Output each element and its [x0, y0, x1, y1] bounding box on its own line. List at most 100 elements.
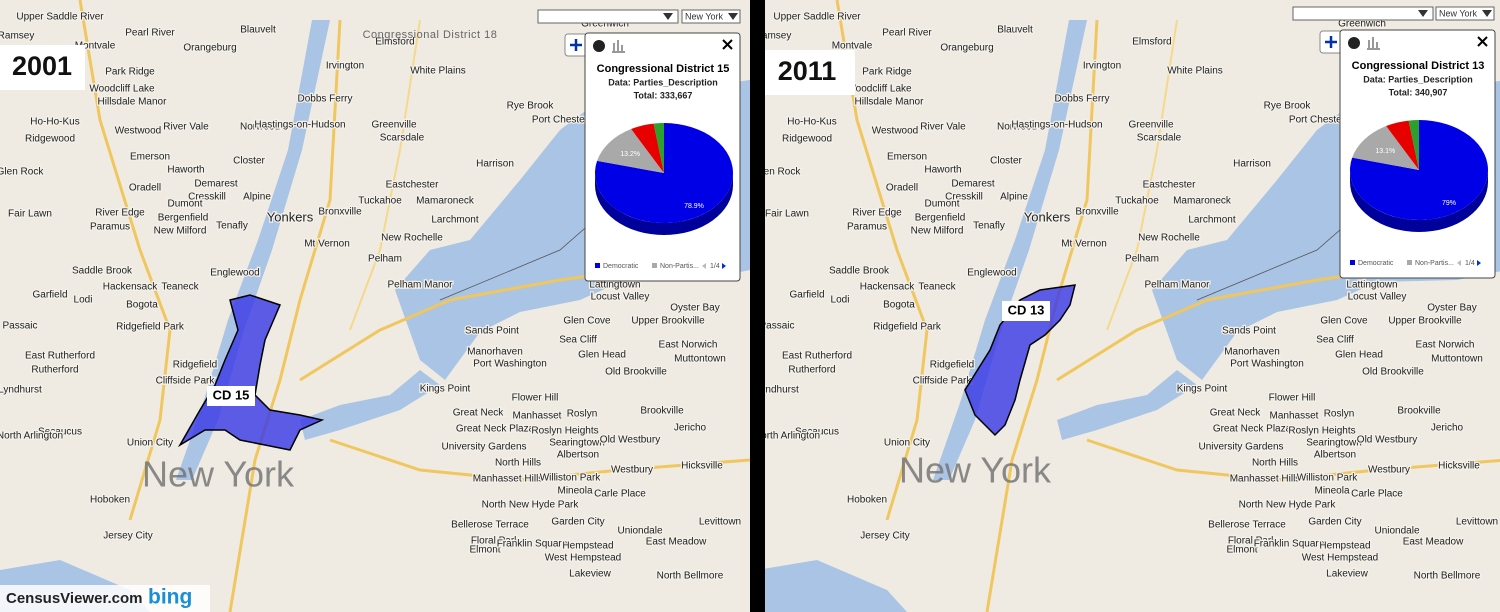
place-label: Bogota [126, 300, 158, 311]
close-icon[interactable] [1477, 36, 1488, 47]
pie-icon[interactable] [1348, 37, 1360, 49]
place-label: Ridgefield [930, 360, 974, 371]
water [176, 20, 330, 480]
place-label: Muttontown [674, 354, 726, 365]
place-label: Brookville [640, 406, 684, 417]
place-label: Muttontown [1431, 354, 1483, 365]
road [349, 19, 421, 331]
bar-icon[interactable] [1367, 37, 1380, 50]
pie-slice[interactable] [1352, 126, 1419, 170]
pie-slice[interactable] [631, 123, 664, 173]
place-label: Pearl River [882, 28, 932, 39]
dropdown-arrow [1418, 10, 1428, 17]
place-label: Elmsford [1132, 37, 1171, 48]
year-box [0, 45, 85, 90]
place-label: Haworth [167, 165, 204, 176]
place-label: Flower Hill [1269, 393, 1316, 404]
place-label: Harrison [476, 159, 514, 170]
pager-next[interactable] [1477, 260, 1481, 266]
place-label: New Rochelle [1138, 233, 1200, 244]
place-label: Franklin Square [497, 539, 568, 550]
place-label: Cliffside Park [913, 376, 973, 387]
place-label: Tenafly [973, 221, 1005, 232]
place-label: Saddle Brook [829, 266, 890, 277]
place-label: Glen Head [578, 350, 626, 361]
place-label: Bergenfield [915, 213, 966, 224]
place-label: Uniondale [617, 526, 662, 537]
search-box[interactable] [1435, 6, 1495, 21]
place-label: East Rutherford [25, 351, 95, 362]
search-box[interactable] [681, 9, 741, 24]
place-label: Old Westbury [600, 435, 660, 446]
bar-icon[interactable] [612, 40, 625, 53]
place-label: Woodcliff Lake [846, 84, 912, 95]
place-label: Ho-Ho-Kus [30, 117, 79, 128]
place-label: Bergenfield [158, 213, 209, 224]
value-label: 13.1% [1375, 148, 1395, 155]
place-label: Fair Lawn [765, 209, 809, 220]
place-label: North New Hyde Park [1239, 500, 1337, 511]
place-label: Williston Park [1297, 473, 1359, 484]
place-label: Garfield [32, 290, 67, 301]
place-label: Tuckahoe [358, 196, 402, 207]
place-label: Larchmont [431, 215, 478, 226]
site-logo[interactable]: CensusViewer.com [6, 590, 142, 607]
district-shape[interactable] [964, 284, 1076, 437]
place-label: Haworth [924, 165, 961, 176]
pie-slice[interactable] [597, 129, 664, 173]
place-label: Cresskill [188, 192, 226, 203]
place-label: Elmsford [375, 37, 414, 48]
place-label: North Hills [1252, 458, 1298, 469]
pager-prev[interactable] [1457, 260, 1461, 266]
place-label: North Bellmore [657, 571, 724, 582]
place-label: Uniondale [1374, 526, 1419, 537]
place-label: West Hempstead [1302, 553, 1379, 564]
place-label: Passaic [765, 321, 795, 332]
place-label: Roslyn Heights [531, 426, 598, 437]
place-label: East Norwich [659, 340, 718, 351]
dropdown[interactable] [537, 9, 679, 24]
pie-icon[interactable] [593, 40, 605, 52]
pie-slice[interactable] [653, 123, 664, 173]
place-label: Woodcliff Lake [89, 84, 155, 95]
place-label: Lattingtown [1346, 280, 1397, 291]
place-label: Levittown [1456, 517, 1498, 528]
close-icon[interactable] [722, 39, 733, 50]
place-label: Upper Saddle River [16, 12, 104, 23]
place-label: Closter [990, 156, 1022, 167]
place-label: Rutherford [31, 365, 78, 376]
place-label: New Rochelle [381, 233, 443, 244]
place-label: Hicksville [681, 461, 723, 472]
place-label: Mamaroneck [1173, 196, 1232, 207]
popup: Congressional District 15 Data: Parties_D… [584, 32, 741, 282]
year-box [765, 50, 855, 95]
place-label: Kings Point [1177, 384, 1228, 395]
road [78, 0, 172, 521]
pie-slice[interactable] [1408, 120, 1419, 170]
place-label: Lakeview [1326, 569, 1368, 580]
place-label: Paramus [90, 222, 130, 233]
place-label: Elmont [469, 545, 500, 556]
place-label: University Gardens [441, 442, 526, 453]
place-label: New Milford [154, 226, 207, 237]
pie-slice[interactable] [1386, 120, 1419, 170]
plus-icon [1325, 36, 1337, 48]
place-label: Port Chester [1289, 115, 1346, 126]
place-label: Ramsey [0, 31, 34, 42]
place-label: East Rutherford [782, 351, 852, 362]
place-label: Larchmont [1188, 215, 1235, 226]
place-label: Great Neck Plaza [456, 424, 535, 435]
place-label: Norwood [240, 122, 280, 133]
map-provider-logo[interactable]: bing [148, 586, 192, 609]
place-label: Manhasset Hills [473, 474, 544, 485]
legend-swatch [595, 263, 600, 268]
pager-prev[interactable] [702, 263, 706, 269]
dropdown-arrow [728, 13, 738, 20]
place-label: Montvale [832, 41, 873, 52]
legend-swatch [652, 263, 657, 268]
places: Upper Saddle River Pearl River Montvale Ora… [765, 10, 1499, 583]
pager-next[interactable] [722, 263, 726, 269]
place-label: Park Ridge [105, 67, 155, 78]
dropdown[interactable] [1292, 6, 1434, 21]
legend-swatch [1350, 260, 1355, 265]
